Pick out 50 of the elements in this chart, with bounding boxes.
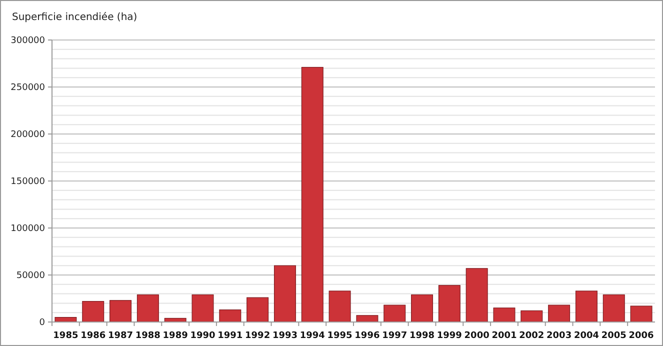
x-tick-label: 2001 — [492, 331, 517, 341]
x-tick-label: 2004 — [574, 331, 600, 341]
y-tick-label: 250000 — [10, 83, 46, 94]
bar — [192, 294, 214, 322]
bar — [438, 285, 460, 322]
bar — [520, 310, 543, 322]
bar — [356, 315, 378, 322]
bar — [602, 294, 625, 322]
bar — [411, 294, 434, 322]
x-tick-label: 1999 — [436, 331, 462, 341]
y-tick-label: 300000 — [10, 36, 46, 46]
x-tick-label: 1989 — [162, 331, 188, 341]
x-tick-label: 1986 — [80, 331, 106, 341]
x-tick-label: 2002 — [519, 331, 544, 341]
bar — [493, 308, 516, 322]
bar — [328, 290, 351, 322]
x-tick-label: 2006 — [628, 331, 654, 341]
bar — [575, 290, 598, 322]
x-tick-label: 2003 — [546, 331, 572, 341]
bar — [246, 297, 269, 322]
x-tick-label: 1993 — [272, 331, 298, 341]
bar — [82, 301, 104, 322]
bar — [466, 268, 488, 322]
x-tick-label: 1996 — [354, 331, 380, 341]
bar — [136, 294, 159, 322]
bar — [274, 265, 296, 322]
x-tick-label: 1998 — [409, 331, 435, 341]
x-tick-label: 1985 — [53, 331, 78, 341]
x-tick-label: 1992 — [245, 331, 270, 341]
x-tick-label: 1988 — [135, 331, 160, 341]
bar — [384, 304, 406, 322]
bar — [548, 304, 570, 322]
bar — [110, 300, 132, 322]
x-tick-label: 2005 — [601, 331, 626, 341]
y-tick-label: 200000 — [10, 130, 46, 140]
x-tick-label: 1991 — [218, 331, 243, 341]
y-tick-label: 50000 — [16, 271, 46, 282]
x-tick-label: 1990 — [190, 331, 216, 341]
y-tick-label: 150000 — [10, 177, 46, 188]
x-tick-label: 1995 — [327, 331, 352, 341]
y-tick-label: 0 — [39, 318, 46, 328]
x-tick-label: 1987 — [108, 331, 134, 341]
x-tick-label: 2000 — [464, 331, 490, 341]
bar — [301, 66, 324, 322]
x-tick-label: 1994 — [300, 331, 325, 341]
bar — [219, 309, 242, 322]
x-tick-label: 1997 — [382, 331, 408, 341]
bar — [630, 306, 652, 322]
y-tick-label: 100000 — [10, 224, 46, 234]
y-axis-title: Superficie incendiée (ha) — [12, 12, 138, 23]
